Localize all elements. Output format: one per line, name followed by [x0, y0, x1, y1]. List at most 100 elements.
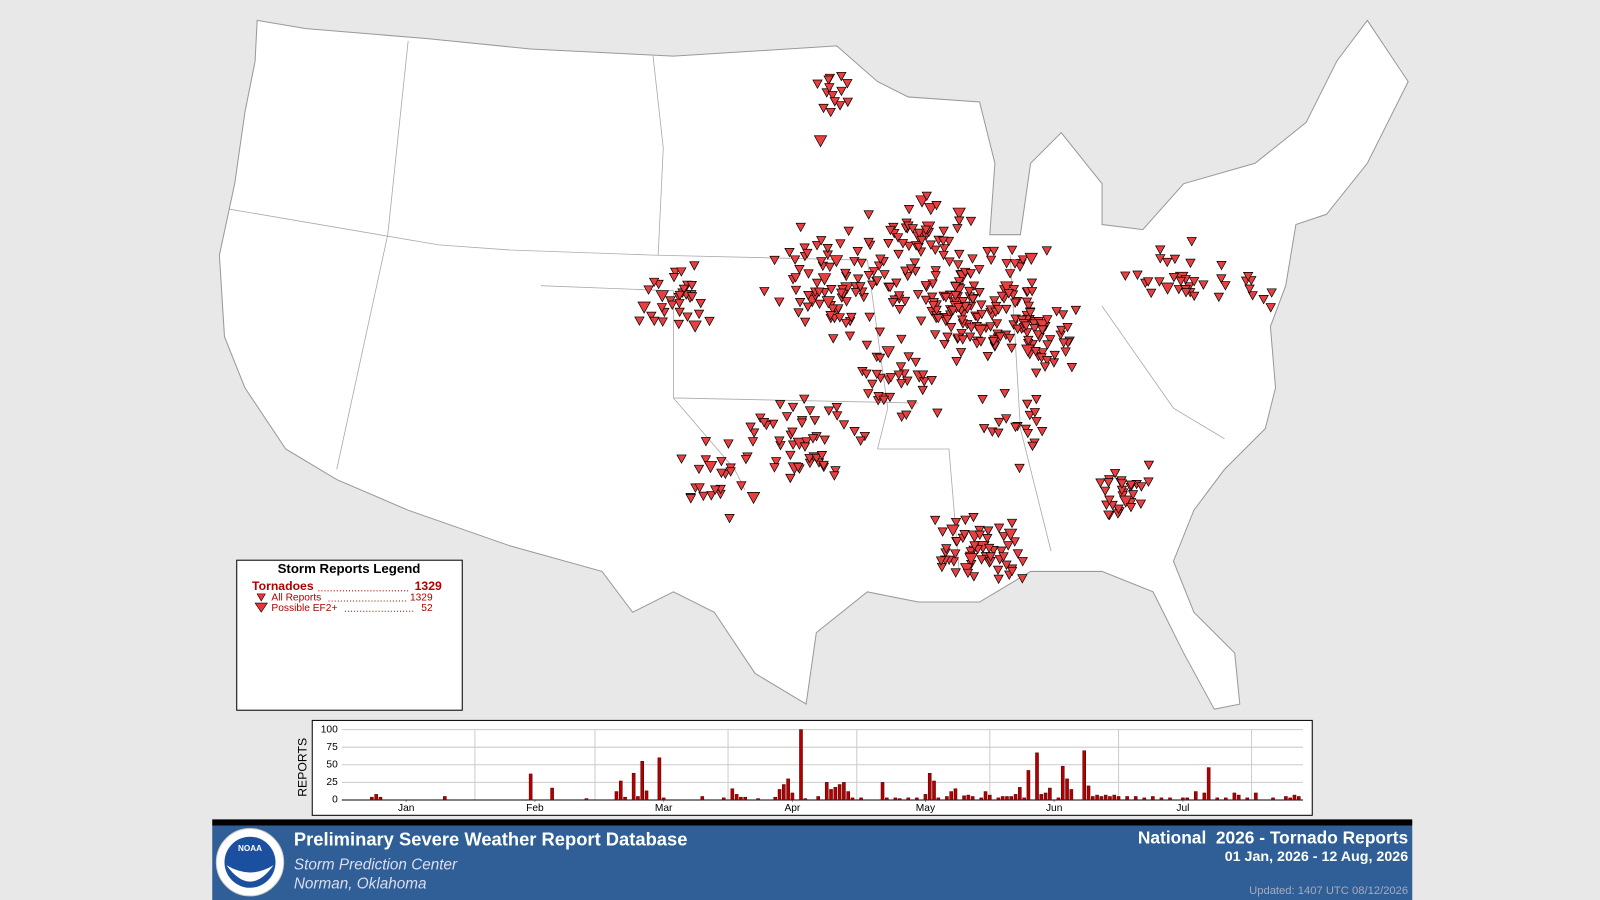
report-marker — [787, 402, 799, 413]
report-marker — [842, 97, 853, 108]
report-marker — [1017, 557, 1028, 567]
report-marker — [648, 277, 660, 288]
report-marker — [1020, 321, 1032, 331]
bar — [829, 789, 833, 801]
bar — [932, 780, 936, 801]
report-marker — [920, 281, 931, 291]
report-marker — [856, 258, 867, 269]
bar — [846, 791, 850, 801]
footer-updated: Updated: 1407 UTC 08/12/2026 — [1249, 885, 1408, 897]
report-marker — [951, 357, 962, 367]
report-marker — [1070, 305, 1082, 316]
report-marker — [937, 527, 948, 537]
report-marker — [895, 362, 907, 372]
report-marker — [736, 481, 747, 491]
report-marker — [811, 241, 823, 251]
report-marker — [977, 395, 988, 405]
report-marker — [649, 316, 660, 327]
bar — [1060, 765, 1065, 801]
x-tick-label: Jan — [398, 803, 414, 814]
report-marker — [988, 336, 999, 347]
report-marker — [913, 242, 924, 253]
report-markers — [634, 71, 1277, 585]
report-marker — [999, 388, 1010, 399]
bar — [1091, 796, 1095, 801]
bar — [739, 796, 743, 801]
x-tick-label: Jun — [1046, 803, 1062, 814]
report-marker — [1188, 277, 1200, 287]
report-marker — [669, 267, 681, 278]
report-marker — [863, 389, 874, 399]
report-marker — [846, 312, 857, 323]
report-marker — [784, 248, 795, 258]
report-marker — [1006, 566, 1018, 577]
report-marker — [1145, 288, 1157, 299]
bar — [979, 797, 984, 801]
report-marker — [938, 250, 949, 261]
report-marker — [817, 273, 832, 286]
report-marker — [925, 240, 937, 250]
bar — [953, 788, 958, 801]
report-marker — [816, 450, 828, 461]
bar — [850, 797, 855, 801]
report-marker — [825, 107, 836, 118]
report-marker — [973, 265, 985, 275]
report-marker — [774, 297, 785, 307]
report-marker — [1001, 259, 1012, 269]
report-marker — [1143, 477, 1154, 487]
bar — [443, 796, 447, 801]
report-marker — [903, 352, 914, 362]
bar — [893, 797, 898, 801]
bar — [1185, 797, 1189, 801]
report-marker — [1012, 324, 1023, 335]
report-marker — [822, 243, 833, 254]
bar — [1202, 792, 1207, 801]
report-marker — [967, 254, 978, 264]
report-marker — [960, 515, 971, 526]
report-marker — [975, 337, 987, 347]
report-marker — [803, 269, 814, 279]
report-marker — [910, 357, 921, 368]
report-marker — [836, 71, 847, 82]
y-tick-label: 0 — [332, 795, 338, 806]
y-tick-label: 100 — [321, 724, 338, 735]
bar — [1206, 767, 1211, 801]
report-marker — [1266, 288, 1277, 298]
report-marker — [926, 292, 938, 303]
bar — [983, 791, 988, 801]
report-marker — [993, 305, 1004, 315]
report-marker — [953, 277, 965, 287]
report-marker — [914, 228, 925, 239]
report-marker — [951, 537, 963, 547]
report-marker — [1030, 368, 1042, 379]
bar — [915, 797, 919, 801]
report-marker — [894, 305, 905, 315]
report-marker — [1017, 574, 1028, 584]
report-marker — [1103, 478, 1114, 488]
noaa-gull — [226, 865, 274, 882]
bar — [1013, 794, 1018, 801]
bar — [945, 796, 949, 801]
footer-title: Preliminary Severe Weather Report Databa… — [294, 829, 688, 850]
footer-rule — [212, 819, 1413, 826]
report-marker — [803, 290, 814, 301]
legend-item: Possible EF2+ — [271, 603, 337, 614]
report-marker — [698, 491, 709, 502]
report-marker — [646, 311, 657, 322]
report-marker — [1004, 269, 1016, 279]
report-marker — [906, 400, 918, 410]
report-marker — [809, 416, 821, 426]
report-marker — [1014, 262, 1026, 272]
bar — [906, 797, 911, 801]
report-marker — [993, 428, 1004, 438]
report-marker — [700, 437, 712, 447]
report-marker — [769, 463, 780, 473]
report-marker — [942, 332, 953, 342]
bar — [1009, 796, 1014, 801]
report-marker — [774, 436, 785, 446]
bar — [644, 790, 649, 801]
report-marker — [1036, 427, 1048, 437]
bar — [1215, 797, 1220, 801]
